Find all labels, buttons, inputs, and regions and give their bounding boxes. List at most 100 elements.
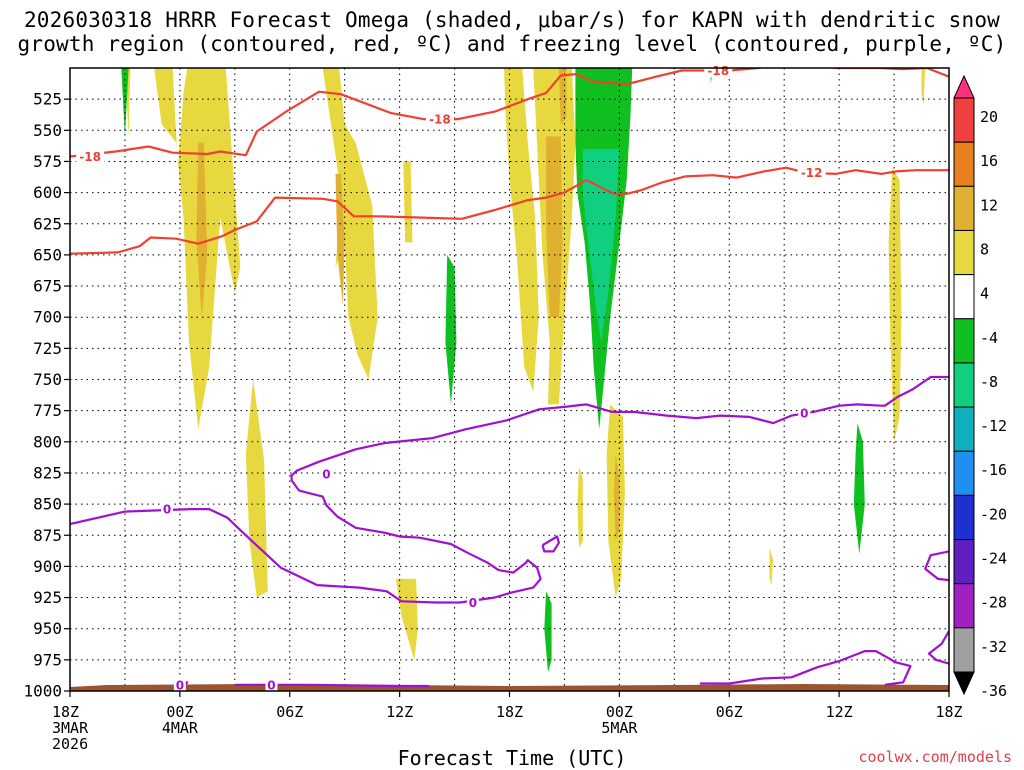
- omega-region: [853, 423, 865, 554]
- y-tick-label: 625: [33, 214, 62, 233]
- x-tick-label: 18Z: [935, 703, 962, 721]
- freezing-level-contour: [234, 683, 429, 688]
- y-axis: 525 550 575 600 625 650 675 700 725 750 775 800 825 8…: [23, 90, 70, 701]
- y-tick-label: 800: [33, 432, 62, 451]
- chart-title: 2026030318 HRRR Forecast Omega (shaded, …: [0, 8, 1024, 56]
- y-tick-label: 550: [33, 121, 62, 140]
- x-tick-label: 12Z: [386, 703, 413, 721]
- dgz-label: -12: [801, 166, 823, 180]
- colorbar-bin: [953, 318, 975, 364]
- colorbar-bin: [953, 450, 975, 496]
- omega-region: [245, 379, 268, 598]
- omega-region: [613, 454, 620, 542]
- colorbar-label: -16: [980, 461, 1007, 479]
- dgz-label-bg: [425, 112, 454, 127]
- dgz-contour: [70, 68, 949, 158]
- dgz-label-bg: [797, 165, 826, 180]
- freezing-level-contour: [70, 375, 949, 604]
- y-tick-label: 750: [33, 370, 62, 389]
- y-tick-label: 925: [33, 588, 62, 607]
- colorbar-bottom-arrow: [953, 671, 975, 696]
- y-tick-label: 875: [33, 526, 62, 545]
- y-tick-label: 850: [33, 495, 62, 514]
- colorbar-bin: [953, 362, 975, 408]
- freezing-level-contour: [927, 630, 949, 665]
- omega-region: [546, 136, 563, 318]
- x-tick-label: 5MAR: [601, 719, 638, 737]
- colorbar-bin: [953, 406, 975, 452]
- colorbar-label: -20: [980, 505, 1007, 523]
- colorbar-bin: [953, 627, 975, 673]
- omega-region: [322, 68, 378, 380]
- freezing-level-label: 0: [469, 596, 477, 610]
- colorbar-label: -32: [980, 638, 1007, 656]
- dgz-label-bg: [76, 149, 105, 164]
- chart-title-line2: growth region (contoured, red, ºC) and f…: [17, 32, 1007, 56]
- freezing-level-label-bg: [798, 406, 811, 421]
- x-tick-label: 00Z: [166, 703, 193, 721]
- colorbar-bin: [953, 229, 975, 276]
- omega-region: [577, 466, 583, 548]
- colorbar-label: 16: [980, 152, 998, 170]
- y-tick-label: 675: [33, 277, 62, 296]
- colorbar-label: -36: [980, 682, 1007, 700]
- omega-region: [558, 68, 567, 125]
- colorbar-label: 20: [980, 108, 998, 126]
- omega-region: [445, 254, 457, 405]
- omega-region: [888, 167, 902, 442]
- freezing-level-contour: [541, 535, 561, 553]
- x-tick-label: 06Z: [716, 703, 743, 721]
- omega-region: [582, 149, 620, 343]
- colorbar-label: -24: [980, 550, 1007, 568]
- x-tick-label: 2026: [52, 735, 88, 753]
- freezing-level-label-bg: [466, 595, 479, 610]
- freezing-level-label: 0: [163, 503, 171, 517]
- colorbar-label: -4: [980, 329, 998, 347]
- freezing-level-label-bg: [320, 467, 333, 482]
- freezing-level-label: 0: [267, 678, 275, 692]
- dgz-label: -18: [79, 150, 101, 164]
- colorbar-label: 4: [980, 285, 989, 303]
- colorbar-top-arrow: [953, 74, 975, 99]
- colorbar-bin: [953, 583, 975, 629]
- x-tick-label: 4MAR: [162, 719, 199, 737]
- colorbar-bin: [953, 539, 975, 585]
- y-tick-label: 1000: [23, 682, 62, 701]
- omega-region: [544, 591, 552, 673]
- credit-link[interactable]: coolwx.com/models: [858, 748, 1012, 766]
- omega-region: [921, 68, 926, 106]
- y-tick-label: 575: [33, 152, 62, 171]
- omega-region: [196, 142, 208, 318]
- y-tick-label: 775: [33, 401, 62, 420]
- x-tick-label: 06Z: [276, 703, 303, 721]
- dgz-label-bg: [704, 63, 733, 78]
- y-tick-label: 600: [33, 183, 62, 202]
- dgz-label: -18: [429, 113, 451, 127]
- y-tick-label: 650: [33, 245, 62, 264]
- x-tick-label: 00Z: [606, 703, 633, 721]
- colorbar-label: -12: [980, 417, 1007, 435]
- chart-title-line1: 2026030318 HRRR Forecast Omega (shaded, …: [23, 8, 1001, 32]
- y-tick-label: 975: [33, 650, 62, 669]
- freezing-level-label-bg: [161, 502, 174, 517]
- omega-region: [396, 578, 418, 660]
- x-tick-label: 18Z: [496, 703, 523, 721]
- colorbar-label: 12: [980, 196, 998, 214]
- colorbar-label: -8: [980, 373, 998, 391]
- dgz-label: -18: [707, 64, 729, 78]
- freezing-level-label: 0: [322, 468, 330, 482]
- colorbar-bin: [953, 141, 975, 187]
- x-tick-label: 3MAR: [52, 719, 89, 737]
- y-tick-label: 900: [33, 557, 62, 576]
- colorbar-bin: [953, 97, 975, 143]
- freezing-level-label: 0: [800, 407, 808, 421]
- x-axis-label: Forecast Time (UTC): [397, 746, 627, 770]
- y-tick-label: 950: [33, 619, 62, 638]
- omega-region: [504, 68, 539, 392]
- x-tick-label: 18Z: [52, 703, 79, 721]
- x-tick-label: 12Z: [826, 703, 853, 721]
- y-tick-label: 825: [33, 463, 62, 482]
- omega-shading: [121, 68, 926, 673]
